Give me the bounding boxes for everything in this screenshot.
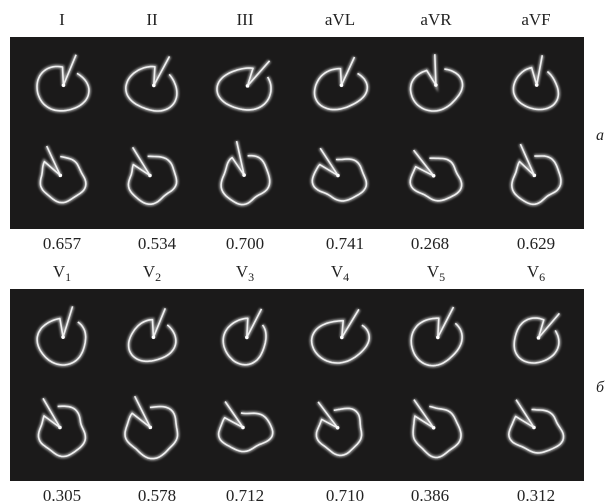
lead-label: V3 <box>236 262 254 284</box>
lead-label: V4 <box>331 262 349 284</box>
value: 0.268 <box>411 234 449 253</box>
loop-dot <box>336 426 340 430</box>
lead-base: V <box>527 262 540 281</box>
lead-sub: 4 <box>343 270 349 284</box>
lead-label: V6 <box>527 262 545 284</box>
loop-dot <box>148 174 152 178</box>
lead-base: V <box>427 262 440 281</box>
value: 0.710 <box>326 486 364 504</box>
image-background <box>10 37 584 229</box>
lead-label: aVR <box>420 10 452 29</box>
loop-dot <box>245 336 249 340</box>
loop-dot <box>62 83 66 87</box>
value: 0.712 <box>226 486 264 504</box>
loop-dot <box>149 426 153 430</box>
lead-label: III <box>237 10 254 29</box>
value: 0.700 <box>226 234 264 253</box>
value: 0.741 <box>326 234 364 253</box>
loop-dot <box>533 174 537 178</box>
lead-label: aVL <box>325 10 355 29</box>
loop-dot <box>58 426 62 430</box>
loop-dot <box>59 174 63 178</box>
loop-dot <box>436 336 440 340</box>
lead-sub: 3 <box>248 270 254 284</box>
loop-dot <box>241 426 245 430</box>
loop-dot <box>535 83 539 87</box>
panel-letter: б <box>596 379 605 396</box>
loop-dot <box>61 335 65 339</box>
lead-base: V <box>331 262 344 281</box>
loop-dot <box>537 336 541 340</box>
loop-dot <box>152 335 156 339</box>
lead-label: V5 <box>427 262 445 284</box>
page: IIIIIIaVLaVRaVF0.6570.5340.7000.7410.268… <box>0 0 614 504</box>
value: 0.534 <box>138 234 177 253</box>
image-panel <box>10 289 584 481</box>
lead-label: II <box>146 10 158 29</box>
lead-base: V <box>53 262 66 281</box>
loop-dot <box>432 174 436 178</box>
value: 0.629 <box>517 234 555 253</box>
loop-dot <box>432 426 436 430</box>
loop-dot <box>340 83 344 87</box>
image-panel <box>10 37 584 229</box>
figure: IIIIIIaVLaVRaVF0.6570.5340.7000.7410.268… <box>0 0 614 504</box>
lead-label: V2 <box>143 262 161 284</box>
value: 0.386 <box>411 486 449 504</box>
panel-letter: а <box>596 127 604 144</box>
loop-dot <box>336 174 340 178</box>
loop-dot <box>152 84 156 88</box>
lead-label: aVF <box>521 10 550 29</box>
lead-base: V <box>236 262 249 281</box>
loop-dot <box>242 173 246 177</box>
loop-dot <box>434 83 438 87</box>
lead-sub: 5 <box>439 270 445 284</box>
loop-dot <box>532 426 536 430</box>
image-background <box>10 289 584 481</box>
lead-sub: 1 <box>65 270 71 284</box>
loop-dot <box>246 84 250 88</box>
lead-sub: 6 <box>539 270 545 284</box>
loop-dot <box>340 336 344 340</box>
lead-label: V1 <box>53 262 71 284</box>
value: 0.312 <box>517 486 555 504</box>
value: 0.578 <box>138 486 176 504</box>
value: 0.305 <box>43 486 81 504</box>
lead-base: V <box>143 262 156 281</box>
value: 0.657 <box>43 234 82 253</box>
lead-sub: 2 <box>155 270 161 284</box>
lead-label: I <box>59 10 65 29</box>
